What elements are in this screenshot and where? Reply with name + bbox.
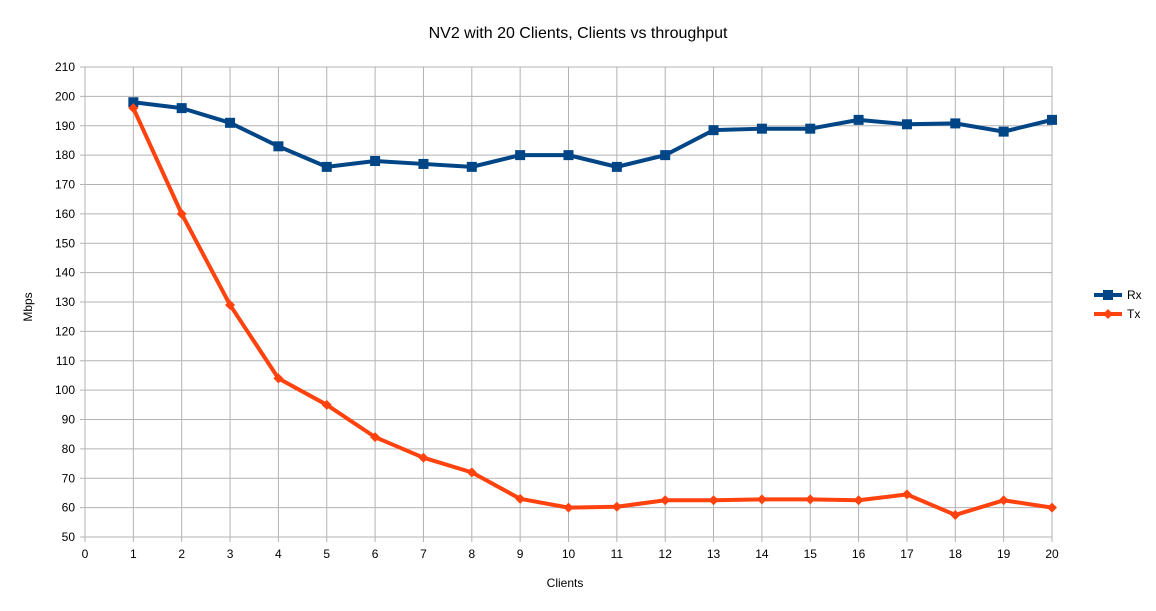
chart-title: NV2 with 20 Clients, Clients vs throughp… [429, 25, 728, 42]
legend-item-tx: Tx [1094, 307, 1140, 321]
data-point-tx [660, 495, 671, 506]
x-tick-label: 18 [949, 547, 963, 561]
data-point-tx [515, 493, 526, 504]
data-point-tx [176, 208, 187, 219]
legend-marker-rx [1103, 290, 1113, 300]
series-line-rx [133, 100, 1053, 169]
data-point-rx [273, 141, 284, 152]
data-point-rx [756, 123, 767, 134]
y-axis-label: Mbps [21, 292, 35, 321]
x-axis-label: Clients [547, 576, 584, 590]
y-tick-label: 70 [62, 471, 76, 485]
data-point-tx [998, 495, 1009, 506]
data-point-rx [853, 114, 864, 125]
x-tick-label: 1 [130, 547, 137, 561]
x-axis-ticks: 0 1 2 3 4 5 6 7 8 9 10 11 12 13 14 15 16 17 18 19 20 [82, 537, 1059, 561]
data-point-rx [225, 117, 236, 128]
data-point-rx [708, 125, 719, 136]
x-tick-label: 0 [82, 547, 89, 561]
data-point-rx [901, 119, 912, 130]
y-tick-label: 140 [55, 266, 75, 280]
data-point-rx [998, 126, 1009, 137]
y-tick-label: 60 [62, 501, 76, 515]
y-tick-label: 180 [55, 148, 75, 162]
data-point-rx [660, 150, 671, 161]
series-line-tx [131, 107, 1053, 517]
y-tick-label: 160 [55, 207, 75, 221]
y-tick-label: 120 [55, 324, 75, 338]
x-tick-label: 12 [659, 547, 673, 561]
y-tick-label: 80 [62, 442, 76, 456]
legend-label-tx: Tx [1127, 307, 1140, 321]
data-point-tx [418, 452, 429, 463]
y-tick-label: 170 [55, 178, 75, 192]
y-tick-label: 210 [55, 60, 75, 74]
data-point-tx [273, 373, 284, 384]
x-tick-label: 20 [1045, 547, 1059, 561]
data-point-rx [176, 103, 187, 114]
x-tick-label: 3 [227, 547, 234, 561]
data-point-tx [370, 432, 381, 443]
x-tick-label: 2 [178, 547, 185, 561]
x-tick-label: 14 [755, 547, 769, 561]
data-point-rx [611, 161, 622, 172]
y-tick-label: 110 [56, 354, 75, 368]
data-point-rx [1047, 114, 1057, 125]
data-point-tx [805, 494, 816, 505]
x-tick-label: 10 [562, 547, 576, 561]
legend-item-rx: Rx [1094, 288, 1142, 302]
data-point-tx [1047, 502, 1057, 513]
y-axis-ticks: 50 60 70 80 90 100 110 120 130 140 150 160 170 180 190… [55, 60, 85, 544]
x-tick-label: 17 [900, 547, 914, 561]
x-tick-label: 15 [804, 547, 818, 561]
y-tick-label: 200 [55, 89, 75, 103]
legend-label-rx: Rx [1127, 288, 1142, 302]
series-rx [128, 97, 1057, 172]
data-point-tx [563, 502, 574, 513]
x-tick-label: 4 [275, 547, 282, 561]
y-tick-label: 100 [55, 383, 75, 397]
data-point-tx [708, 495, 719, 506]
data-point-tx [853, 495, 864, 506]
data-point-tx [128, 103, 139, 114]
data-point-tx [321, 399, 332, 410]
data-point-rx [515, 150, 526, 161]
data-point-tx [901, 489, 912, 500]
x-tick-label: 6 [372, 547, 379, 561]
data-point-rx [805, 123, 816, 134]
data-point-tx [225, 299, 236, 310]
y-tick-label: 190 [55, 119, 75, 133]
data-point-tx [466, 467, 477, 478]
x-tick-label: 13 [707, 547, 721, 561]
data-point-tx [950, 509, 961, 520]
data-point-rx [950, 118, 961, 129]
x-tick-label: 7 [420, 547, 427, 561]
series-tx [128, 103, 1057, 520]
y-tick-label: 130 [55, 295, 75, 309]
y-tick-label: 90 [62, 413, 76, 427]
data-point-rx [466, 161, 477, 172]
y-tick-label: 150 [55, 236, 75, 250]
plot-area-border [84, 66, 1053, 538]
data-point-rx [128, 97, 139, 108]
data-point-rx [563, 150, 574, 161]
x-tick-label: 11 [611, 547, 624, 561]
data-point-rx [370, 156, 381, 166]
data-point-rx [321, 161, 332, 172]
data-point-tx [611, 501, 622, 512]
x-tick-label: 5 [323, 547, 330, 561]
x-tick-label: 16 [852, 547, 866, 561]
y-tick-label: 50 [62, 530, 76, 544]
series-layer [128, 97, 1057, 520]
legend: Rx Tx [1094, 288, 1142, 321]
data-point-rx [418, 158, 429, 169]
x-tick-label: 9 [517, 547, 524, 561]
data-point-tx [756, 494, 767, 505]
x-tick-label: 19 [997, 547, 1011, 561]
legend-marker-tx [1103, 309, 1113, 319]
x-tick-label: 8 [468, 547, 475, 561]
